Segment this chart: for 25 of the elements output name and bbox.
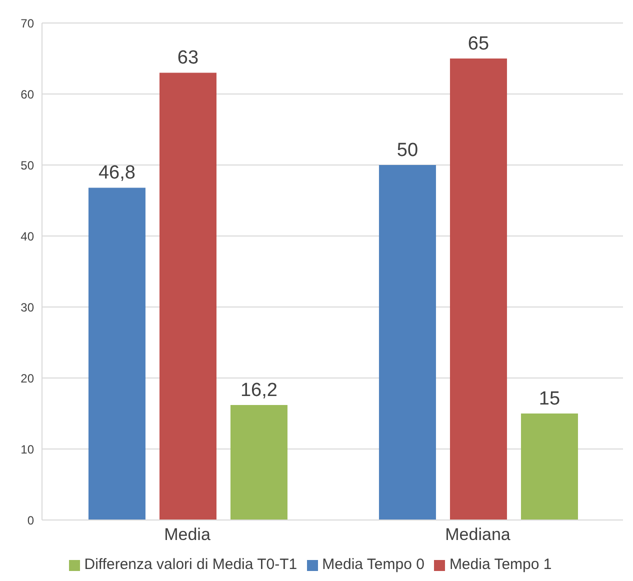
bar	[88, 188, 146, 520]
y-tick-label: 70	[20, 16, 34, 30]
bar	[520, 414, 578, 520]
x-tick-label: Media	[164, 525, 211, 544]
data-label: 63	[177, 48, 199, 69]
data-label: 15	[538, 388, 560, 410]
y-tick-label: 0	[27, 513, 34, 528]
bar	[159, 72, 216, 520]
y-tick-label: 40	[20, 229, 34, 244]
y-tick-label: 60	[20, 87, 34, 102]
bar	[230, 404, 288, 520]
data-label: 46,8	[98, 162, 136, 184]
x-tick-label: Mediana	[445, 525, 511, 544]
legend-label: Media Tempo 1	[449, 556, 552, 573]
bar	[378, 165, 436, 520]
legend-label: Differenza valori di Media T0-T1	[84, 556, 298, 573]
y-tick-label: 20	[20, 371, 34, 386]
bar	[450, 58, 507, 520]
legend-label: Media Tempo 0	[322, 556, 424, 573]
y-tick-label: 30	[20, 300, 34, 314]
y-tick-label: 50	[20, 158, 34, 172]
data-label: 50	[396, 140, 418, 161]
data-label: 65	[468, 34, 490, 54]
y-tick-label: 10	[20, 442, 34, 456]
data-label: 16,2	[240, 380, 278, 401]
